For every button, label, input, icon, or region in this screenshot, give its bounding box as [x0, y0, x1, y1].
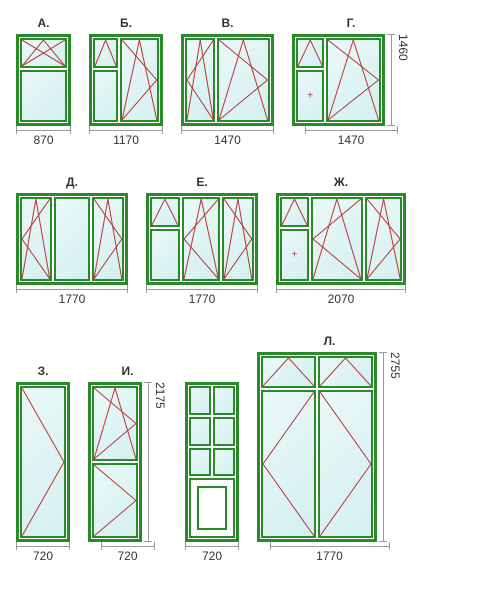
dim-g: 1470 — [338, 133, 365, 147]
dim-d: 1770 — [59, 292, 86, 306]
item-l: Л. 2755 1770 — [257, 334, 402, 563]
pane-zh-r — [365, 197, 402, 281]
item-z: З. 720 — [16, 364, 70, 563]
col-g-l: + — [295, 37, 325, 123]
pane-i-b — [92, 463, 138, 538]
pane-b-lt — [93, 38, 118, 68]
dim-v: 1470 — [214, 133, 241, 147]
dim-i: 720 — [117, 549, 137, 563]
label-i: И. — [122, 364, 134, 378]
dim-l: 1770 — [316, 549, 343, 563]
pane-k-3 — [189, 417, 211, 446]
pane-b-lb — [93, 70, 118, 122]
pane-l-tr — [318, 356, 373, 388]
col-e-l — [149, 196, 181, 282]
item-b: Б. 1170 — [89, 16, 163, 147]
pane-i-t — [92, 386, 138, 461]
dim-h3: 2755 — [388, 352, 402, 542]
window-g: + — [292, 34, 385, 126]
label-a: А. — [38, 16, 50, 30]
row-l-bot — [260, 389, 374, 539]
pane-e-lb — [150, 229, 180, 281]
fixed-marker: + — [292, 250, 298, 261]
pane-g-lb: + — [296, 70, 324, 122]
item-d: Д. 1770 — [16, 175, 128, 306]
window-e — [146, 193, 258, 285]
pane-a-bot — [20, 70, 67, 122]
item-i: И. 2175 720 — [88, 364, 167, 563]
col-zh-l: + — [279, 196, 310, 282]
pane-l-bl — [261, 390, 316, 538]
label-e: Е. — [196, 175, 207, 189]
grid-k — [188, 385, 236, 477]
label-b: Б. — [120, 16, 132, 30]
pane-d-r — [92, 197, 124, 281]
pane-e-m — [182, 197, 220, 281]
dim-zh: 2070 — [328, 292, 355, 306]
pane-zh-lt — [280, 197, 309, 227]
pane-d-m — [54, 197, 90, 281]
label-g: Г. — [347, 16, 356, 30]
wrap-l: 2755 — [257, 352, 402, 542]
window-zh: + — [276, 193, 406, 285]
pane-zh-m — [311, 197, 363, 281]
pane-d-l — [20, 197, 52, 281]
pane-k-2 — [213, 386, 235, 415]
dim-a: 870 — [33, 133, 53, 147]
window-d — [16, 193, 128, 285]
pane-k-6 — [213, 448, 235, 477]
item-g: Г. + 1460 1470 — [292, 16, 410, 147]
wrap-i: 2175 — [88, 382, 167, 542]
pane-k-5 — [189, 448, 211, 477]
label-l: Л. — [324, 334, 336, 348]
row-3: З. 720 И. 2175 720 — [16, 334, 484, 563]
door-z — [16, 382, 70, 542]
pane-zh-lb: + — [280, 229, 309, 281]
pane-l-br — [318, 390, 373, 538]
pane-k-4 — [213, 417, 235, 446]
pane-k-panel — [189, 478, 235, 538]
pane-g-r — [326, 38, 381, 122]
dim-h2: 2175 — [153, 382, 167, 542]
label-zh: Ж. — [334, 175, 348, 189]
pane-v-r — [217, 38, 270, 122]
item-zh: Ж. + 2070 — [276, 175, 406, 306]
row-l-top — [260, 355, 374, 389]
pane-e-r — [222, 197, 254, 281]
fixed-marker: + — [307, 91, 313, 102]
door-i — [88, 382, 142, 542]
dim-e: 1770 — [189, 292, 216, 306]
pane-a-top — [20, 38, 67, 68]
pane-l-tl — [261, 356, 316, 388]
item-k: 720 — [185, 378, 239, 563]
dim-h1: 1460 — [396, 34, 410, 126]
wrap-g: + 1460 — [292, 34, 410, 126]
window-a — [16, 34, 71, 126]
window-l — [257, 352, 377, 542]
pane-b-r — [120, 38, 159, 122]
pane-e-lt — [150, 197, 180, 227]
window-v — [181, 34, 274, 126]
label-z: З. — [38, 364, 49, 378]
window-b — [89, 34, 163, 126]
dim-k: 720 — [202, 549, 222, 563]
row-1: А. 870 Б. 1170 В. 1470 Г. — [16, 16, 484, 147]
row-2: Д. 1770 Е. 1770 Ж. + — [16, 175, 484, 306]
door-k — [185, 382, 239, 542]
item-v: В. 1470 — [181, 16, 274, 147]
pane-z — [20, 386, 66, 538]
col-b-left — [92, 37, 119, 123]
label-v: В. — [222, 16, 234, 30]
pane-k-1 — [189, 386, 211, 415]
dim-b: 1170 — [113, 133, 139, 147]
pane-v-l — [185, 38, 215, 122]
item-a: А. 870 — [16, 16, 71, 147]
dim-z: 720 — [33, 549, 53, 563]
label-d: Д. — [66, 175, 78, 189]
item-e: Е. 1770 — [146, 175, 258, 306]
pane-g-lt — [296, 38, 324, 68]
